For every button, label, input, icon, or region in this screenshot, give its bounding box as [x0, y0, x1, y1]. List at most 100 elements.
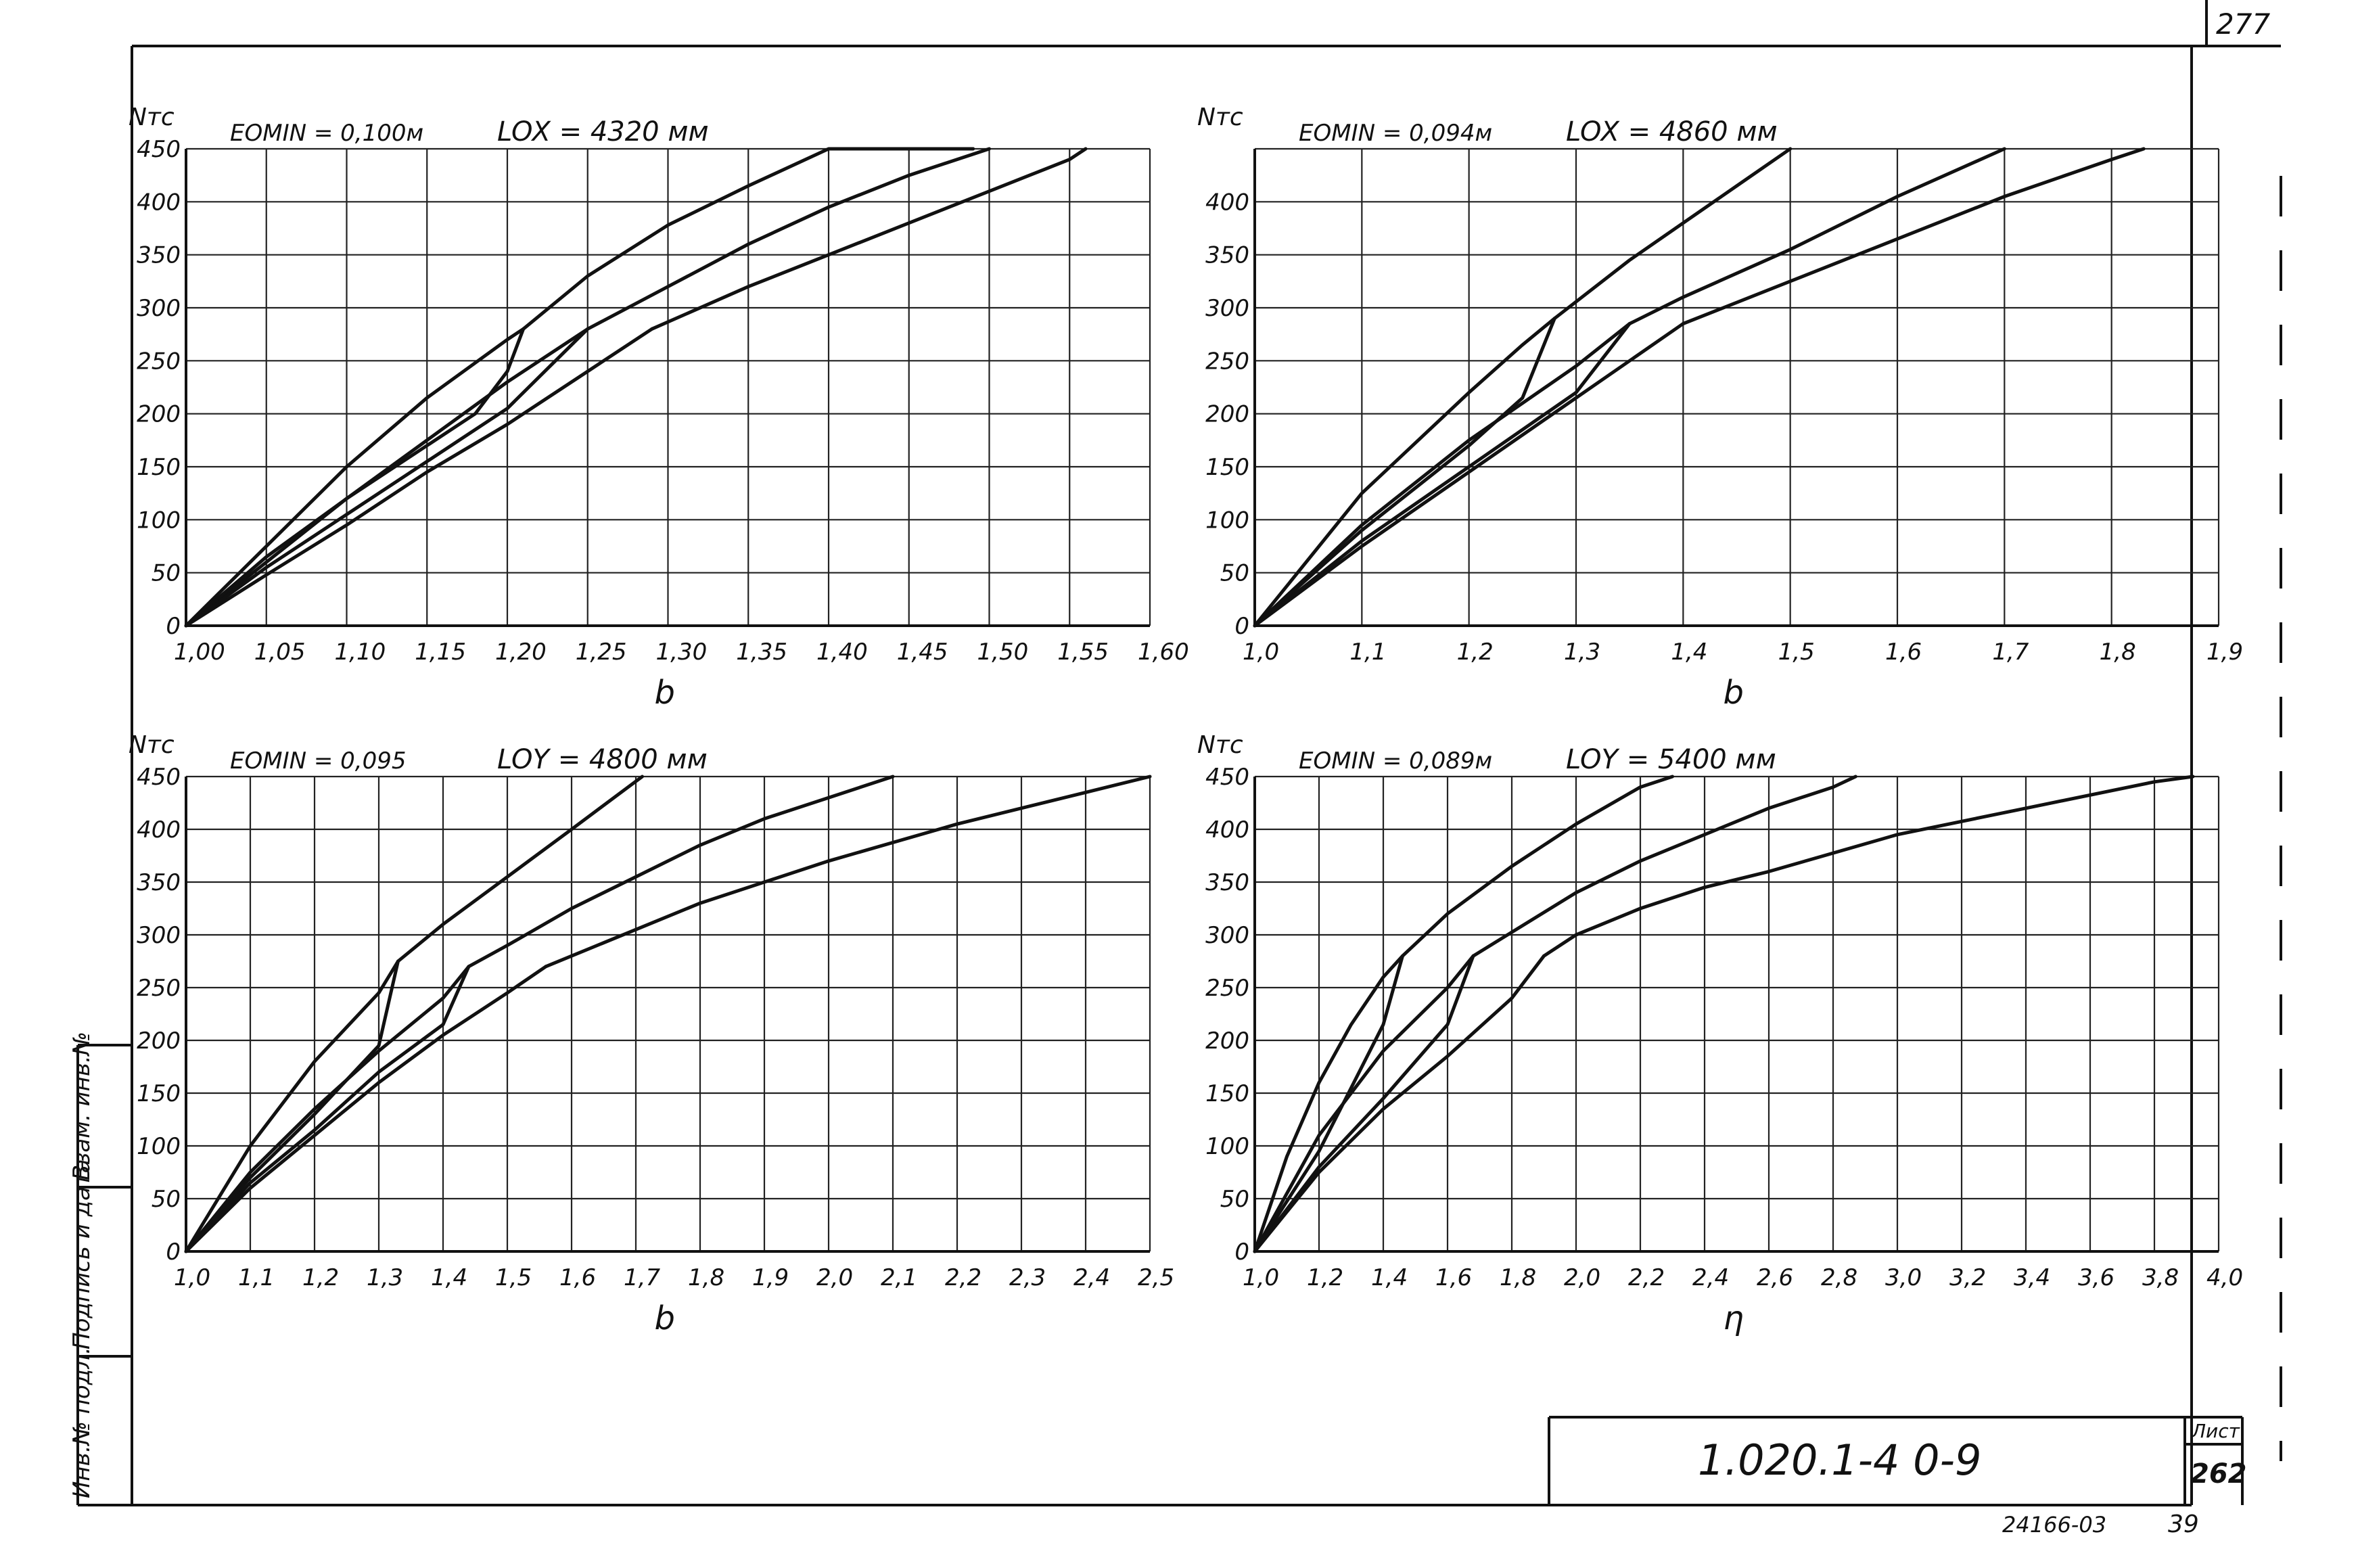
series-curve-8 [1542, 775, 2195, 958]
y-tick-label: 0 [166, 1239, 181, 1266]
series-curve-5 [1253, 954, 1475, 1253]
bottom-code: 24166-03 [2002, 1512, 2106, 1538]
x-tick-label: 1,8 [2100, 639, 2136, 666]
x-tick-label: 1,25 [576, 639, 627, 666]
y-tick-label: 350 [1205, 242, 1249, 269]
y-axis-label: Nтс [1197, 731, 1243, 759]
y-axis-label: Nтс [129, 103, 175, 131]
y-tick-label: 100 [137, 1133, 181, 1160]
y-tick-label: 100 [1205, 1133, 1249, 1160]
series-curve-8 [1681, 147, 2146, 325]
y-tick-label: 50 [1220, 560, 1249, 587]
corner-number: 277 [2216, 7, 2270, 41]
x-tick-label: 1,0 [1243, 1264, 1279, 1291]
y-tick-label: 450 [1205, 764, 1249, 791]
x-axis-label: η [1724, 1299, 1744, 1337]
x-tick-label: 1,10 [335, 639, 386, 666]
x-tick-label: 2,4 [1692, 1264, 1729, 1291]
x-tick-label: 1,45 [897, 639, 948, 666]
x-tick-label: 1,20 [495, 639, 547, 666]
x-tick-label: 1,2 [1457, 639, 1494, 666]
x-tick-label: 1,2 [1307, 1264, 1343, 1291]
series-curve-7 [1471, 775, 1857, 958]
series-curve-1 [1253, 954, 1404, 1253]
y-tick-label: 150 [1205, 454, 1249, 481]
series-curve-4 [184, 959, 400, 1253]
chart-panel-top-right: 1,0 1,1 1,2 1,3 1,4 1,5 1,6 1,7 1,8 1,9 0 50 100 150 2… [1197, 103, 2243, 712]
sheet-label: Лист [2191, 1420, 2240, 1442]
x-tick-label: 3,6 [2078, 1264, 2114, 1291]
series-curve-3 [1253, 954, 1546, 1253]
y-tick-label: 300 [137, 295, 181, 322]
eomin-label: EOMIN = 0,100м [230, 120, 423, 147]
y-tick-label: 100 [1205, 507, 1249, 534]
y-tick-label: 250 [1205, 348, 1249, 375]
y-tick-label: 400 [137, 816, 181, 844]
series-curve-7 [586, 147, 991, 331]
x-tick-label: 1,3 [1564, 639, 1600, 666]
series-curve-5 [184, 327, 590, 628]
y-tick-label: 0 [1234, 613, 1249, 640]
series-curve-3 [184, 965, 548, 1253]
x-tick-label: 3,0 [1885, 1264, 1922, 1291]
bottom-page: 39 [2168, 1511, 2199, 1538]
eomin-label: EOMIN = 0,094м [1299, 120, 1492, 147]
series-curve-3 [184, 327, 654, 628]
x-tick-label: 1,4 [1671, 639, 1707, 666]
series-curve-6 [1552, 147, 1793, 321]
series-curve-6 [396, 775, 644, 963]
y-tick-label: 150 [137, 1080, 181, 1107]
series-curve-2 [1253, 954, 1475, 1253]
series-curve-2 [184, 327, 590, 628]
x-tick-label: 1,1 [238, 1264, 275, 1291]
series-curve-1 [1253, 317, 1556, 628]
y-tick-label: 200 [137, 401, 181, 428]
y-axis-label: Nтс [129, 731, 175, 759]
document-code: 1.020.1-4 0-9 [1698, 1435, 1981, 1485]
x-tick-label: 1,6 [1885, 639, 1922, 666]
length-label: LOY = 5400 мм [1566, 744, 1776, 775]
series-curve-1 [184, 959, 400, 1253]
x-axis-label: b [655, 1299, 675, 1337]
x-tick-label: 2,5 [1138, 1264, 1174, 1291]
x-tick-label: 3,2 [1949, 1264, 1986, 1291]
x-tick-label: 2,3 [1009, 1264, 1046, 1291]
chart-panel-bottom-right: 1,0 1,2 1,4 1,6 1,8 2,0 2,2 2,4 2,6 2,8 3,0 3,2 3,4 3… [1197, 731, 2243, 1337]
x-tick-label: 1,2 [302, 1264, 339, 1291]
x-tick-label: 1,6 [559, 1264, 596, 1291]
x-tick-label: 3,4 [2014, 1264, 2050, 1291]
series-curve-7 [467, 775, 895, 969]
series-curve-1 [184, 327, 526, 628]
x-tick-label: 1,1 [1349, 639, 1386, 666]
series-curve-6 [1401, 775, 1674, 958]
x-tick-label: 1,60 [1138, 639, 1189, 666]
x-tick-label: 3,8 [2142, 1264, 2179, 1291]
y-tick-label: 50 [152, 1186, 181, 1213]
x-tick-label: 1,15 [415, 639, 466, 666]
series-curve-5 [1253, 322, 1632, 628]
y-tick-label: 200 [1205, 1028, 1249, 1055]
chart-panel-top-left: 1,00 1,05 1,10 1,15 1,20 1,25 1,30 1,35 1,40 1,45… [129, 103, 1189, 712]
x-tick-label: 1,40 [816, 639, 868, 666]
series-curve-8 [544, 775, 1152, 969]
x-tick-label: 1,55 [1057, 639, 1109, 666]
chart-panel-bottom-left: 1,0 1,1 1,2 1,3 1,4 1,5 1,6 1,7 1,8 1,9 2,0 2,1 2,2 2… [129, 731, 1174, 1337]
x-tick-label: 1,5 [1778, 639, 1815, 666]
x-tick-label: 1,8 [1500, 1264, 1536, 1291]
x-tick-label: 1,3 [367, 1264, 403, 1291]
eomin-label: EOMIN = 0,089м [1299, 747, 1492, 775]
series-curve-5 [184, 965, 471, 1253]
y-tick-label: 150 [137, 454, 181, 481]
x-tick-label: 2,8 [1821, 1264, 1857, 1291]
y-tick-label: 300 [1205, 922, 1249, 949]
y-tick-label: 50 [1220, 1186, 1249, 1213]
x-tick-label: 1,9 [752, 1264, 789, 1291]
y-tick-label: 0 [1234, 1239, 1249, 1266]
x-tick-label: 1,9 [2206, 639, 2243, 666]
x-tick-label: 2,6 [1757, 1264, 1793, 1291]
y-tick-label: 400 [1205, 189, 1249, 216]
y-tick-label: 300 [1205, 295, 1249, 322]
sheet-number: 262 [2190, 1458, 2247, 1490]
length-label: LOX = 4320 мм [497, 116, 709, 147]
